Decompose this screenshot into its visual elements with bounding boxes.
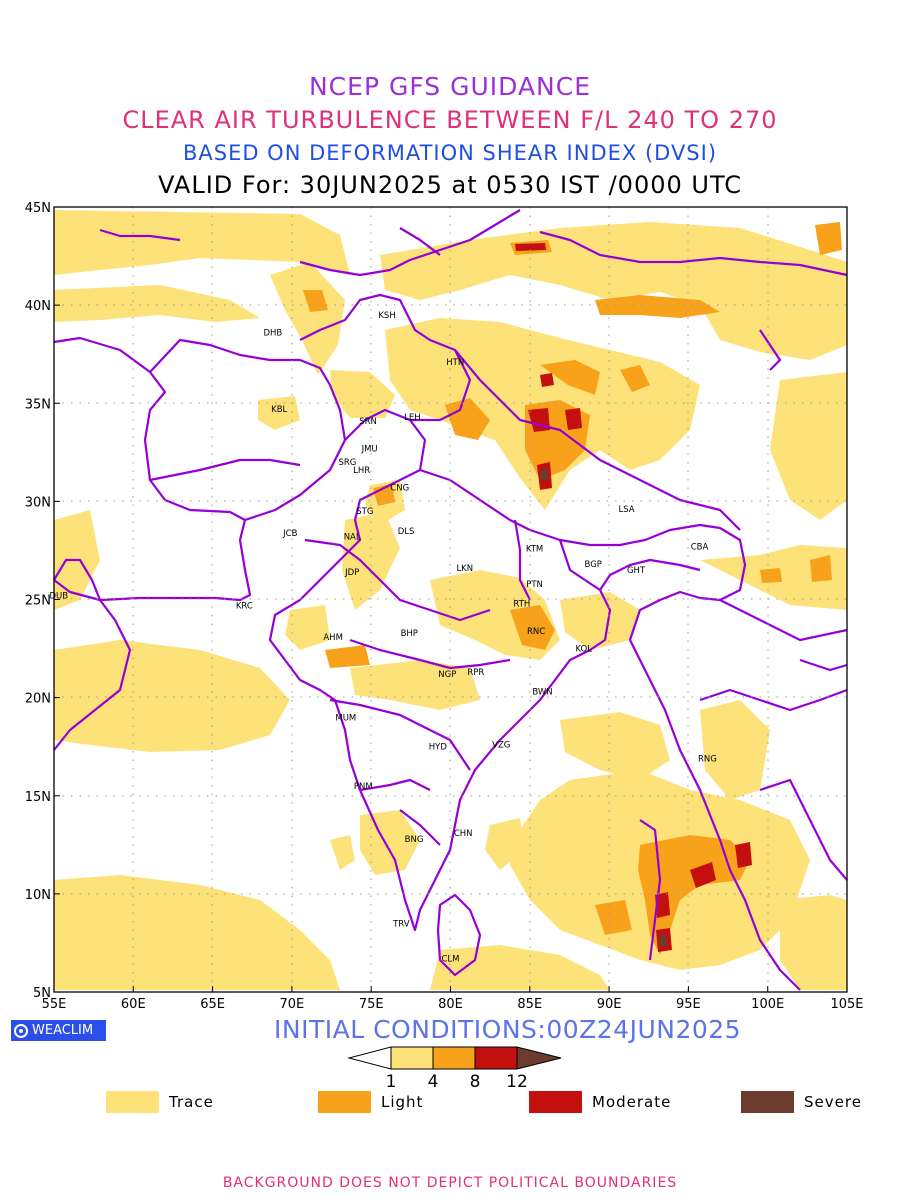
title-model: NCEP GFS GUIDANCE — [308, 72, 591, 101]
city-label-lhr: LHR — [353, 466, 370, 476]
city-label-bng: BNG — [405, 835, 424, 845]
logo-circle-icon — [14, 1023, 28, 1038]
city-label-vzg: VZG — [492, 741, 510, 751]
lat-tick-label: 25N — [25, 594, 51, 609]
lat-tick-label: 15N — [25, 790, 51, 805]
city-label-bgp: BGP — [585, 560, 602, 570]
weaclim-logo: WEACLIM — [11, 1020, 106, 1041]
city-label-jmu: JMU — [361, 444, 378, 454]
city-label-ght: GHT — [627, 566, 646, 576]
title-valid-time: VALID For: 30JUN2025 at 0530 IST /0000 U… — [158, 171, 742, 199]
city-label-chn: CHN — [454, 829, 473, 839]
lon-tick-label: 100E — [751, 997, 784, 1012]
city-label-ahm: AHM — [323, 633, 343, 643]
legend-trace-swatch — [106, 1091, 159, 1113]
legend-severe-label: Severe — [804, 1093, 862, 1111]
city-label-kol: KOL — [575, 645, 592, 655]
city-label-jdp: JDP — [344, 568, 359, 578]
initial-conditions: INITIAL CONDITIONS:00Z24JUN2025 — [274, 1015, 742, 1044]
city-label-srn: SRN — [359, 417, 377, 427]
lat-tick-label: 45N — [25, 201, 51, 216]
city-label-ngp: NGP — [438, 670, 456, 680]
city-label-rng: RNG — [698, 754, 717, 764]
city-label-dub: DUB — [49, 592, 68, 602]
city-label-kbl: KBL — [271, 405, 287, 415]
city-label-bwn: BWN — [532, 688, 552, 698]
lat-tick-label: 35N — [25, 397, 51, 412]
disclaimer-note: BACKGROUND DOES NOT DEPICT POLITICAL BOU… — [222, 1175, 678, 1191]
city-label-cba: CBA — [691, 543, 709, 553]
severe-areas — [540, 468, 667, 947]
city-label-cng: CNG — [390, 484, 409, 494]
city-label-rnc: RNC — [527, 627, 545, 637]
turbulence-shading — [54, 210, 847, 990]
lon-tick-label: 70E — [280, 997, 305, 1012]
city-label-ptn: PTN — [526, 580, 543, 590]
city-label-hyd: HYD — [429, 743, 448, 753]
lon-tick-label: 85E — [517, 997, 542, 1012]
city-label-bhp: BHP — [401, 629, 418, 639]
legend-moderate: Moderate — [529, 1090, 671, 1114]
legend-moderate-swatch — [529, 1091, 582, 1113]
lon-tick-label: 65E — [200, 997, 225, 1012]
legend-trace-label: Trace — [169, 1093, 214, 1111]
city-label-jcb: JCB — [282, 529, 297, 539]
lon-tick-label: 80E — [438, 997, 463, 1012]
lat-tick-label: 40N — [25, 299, 51, 314]
lon-tick-label: 90E — [597, 997, 622, 1012]
legend-light: Light — [318, 1090, 423, 1114]
title-product: CLEAR AIR TURBULENCE BETWEEN F/L 240 TO … — [122, 106, 778, 134]
lon-tick-label: 95E — [676, 997, 701, 1012]
lon-tick-label: 75E — [359, 997, 384, 1012]
city-label-dhb: DHB — [263, 329, 282, 339]
lon-tick-label: 60E — [121, 997, 146, 1012]
city-label-trv: TRV — [392, 919, 410, 929]
brand-text: WEACLIM — [32, 1023, 94, 1038]
city-label-stg: STG — [356, 507, 373, 517]
lat-tick-label: 10N — [25, 888, 51, 903]
city-label-mum: MUM — [335, 713, 356, 723]
lon-tick-label: 105E — [830, 997, 863, 1012]
trace-areas — [54, 210, 847, 990]
axis-ticks: 55E 60E 65E 70E 75E 80E 85E 90E 95E 100E 105E 45N 40… — [25, 201, 864, 1012]
title-method: BASED ON DEFORMATION SHEAR INDEX (DVSI) — [182, 141, 718, 165]
city-label-rpr: RPR — [467, 668, 484, 678]
city-label-ksh: KSH — [378, 311, 395, 321]
city-label-krc: KRC — [236, 601, 253, 611]
lat-tick-label: 5N — [33, 986, 51, 1001]
legend-moderate-label: Moderate — [592, 1093, 672, 1111]
city-label-htn: HTN — [446, 358, 464, 368]
city-label-dls: DLS — [398, 527, 415, 537]
legend-severe-swatch — [741, 1091, 794, 1113]
legend-severe: Severe — [741, 1090, 862, 1114]
city-label-srg: SRG — [338, 458, 356, 468]
city-label-pnm: PNM — [354, 782, 373, 792]
city-label-lsa: LSA — [618, 505, 634, 515]
legend-light-label: Light — [381, 1093, 424, 1111]
lat-tick-label: 20N — [25, 692, 51, 707]
city-label-rth: RTH — [513, 599, 530, 609]
city-label-clm: CLM — [441, 955, 459, 965]
grid-lines — [54, 207, 847, 992]
legend-trace: Trace — [106, 1090, 214, 1114]
city-label-ktm: KTM — [526, 544, 543, 554]
city-label-leh: LEH — [404, 413, 421, 423]
city-label-lkn: LKN — [456, 564, 473, 574]
lon-tick-label: 55E — [42, 997, 67, 1012]
legend-light-swatch — [318, 1091, 371, 1113]
city-label-nal: NAL — [344, 533, 361, 543]
lat-tick-label: 30N — [25, 495, 51, 510]
